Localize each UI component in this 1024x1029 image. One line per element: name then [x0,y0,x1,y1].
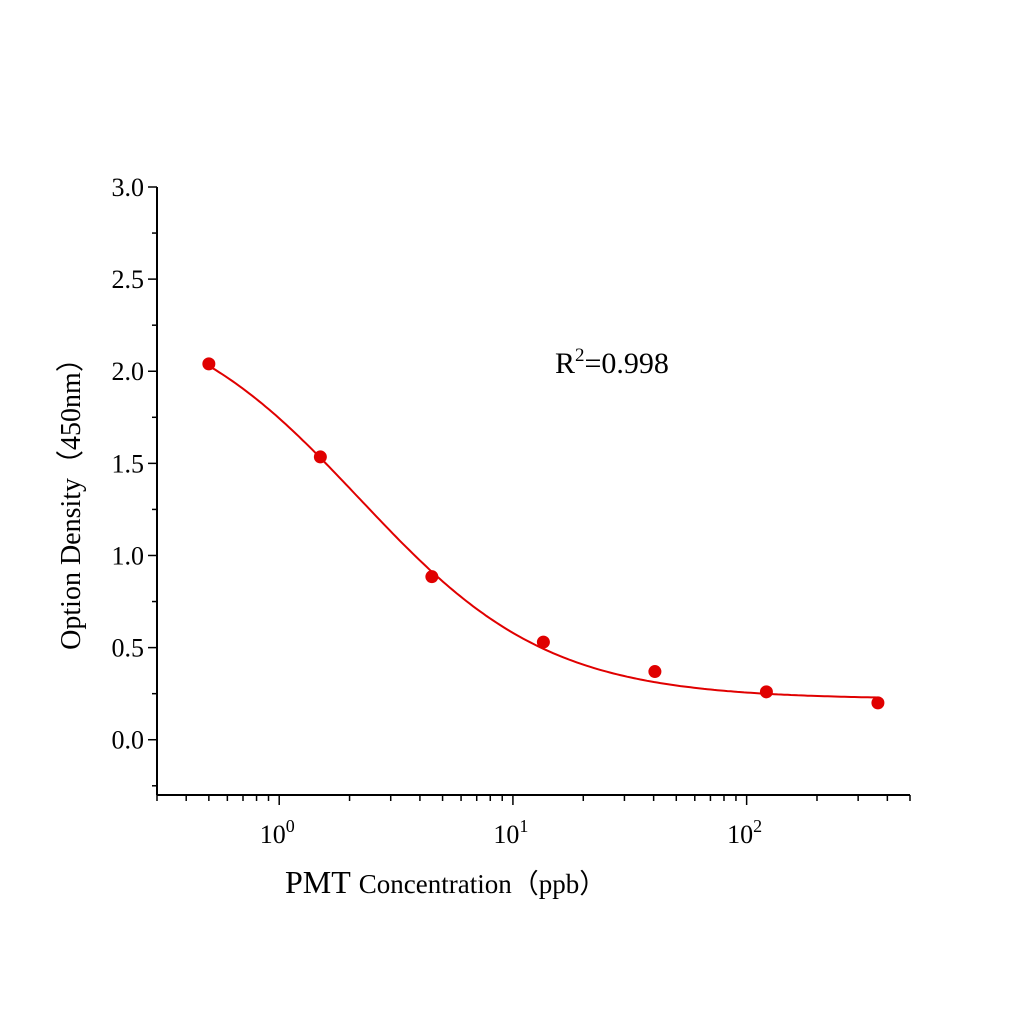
data-point [425,570,439,584]
y-tick-label: 1.0 [112,541,145,570]
y-axis-label: Option Density（450nm） [55,344,87,650]
y-tick-label: 3.0 [112,173,145,202]
y-tick-label: 1.5 [112,449,145,478]
x-tick-labels: 100 101 102 [260,816,762,849]
y-tick-label: 0.0 [112,726,145,755]
x-tick-label: 101 [493,816,528,849]
data-point [648,665,662,679]
data-point [759,685,773,699]
y-tick-labels: 0.0 0.5 1.0 1.5 2.0 2.5 3.0 [112,173,145,755]
r-squared-annotation: R2=0.998 [555,345,669,380]
data-point [313,450,327,464]
axes [148,186,911,805]
x-tick-label: 102 [727,816,762,849]
data-point [536,635,550,649]
y-tick-label: 0.5 [112,634,145,663]
x-tick-label: 100 [260,816,295,849]
data-point [871,696,885,710]
data-point [202,357,216,371]
y-tick-label: 2.0 [112,357,145,386]
y-tick-label: 2.5 [112,265,145,294]
data-points [202,357,885,710]
x-axis-label: PMT Concentration（ppb） [285,864,606,900]
